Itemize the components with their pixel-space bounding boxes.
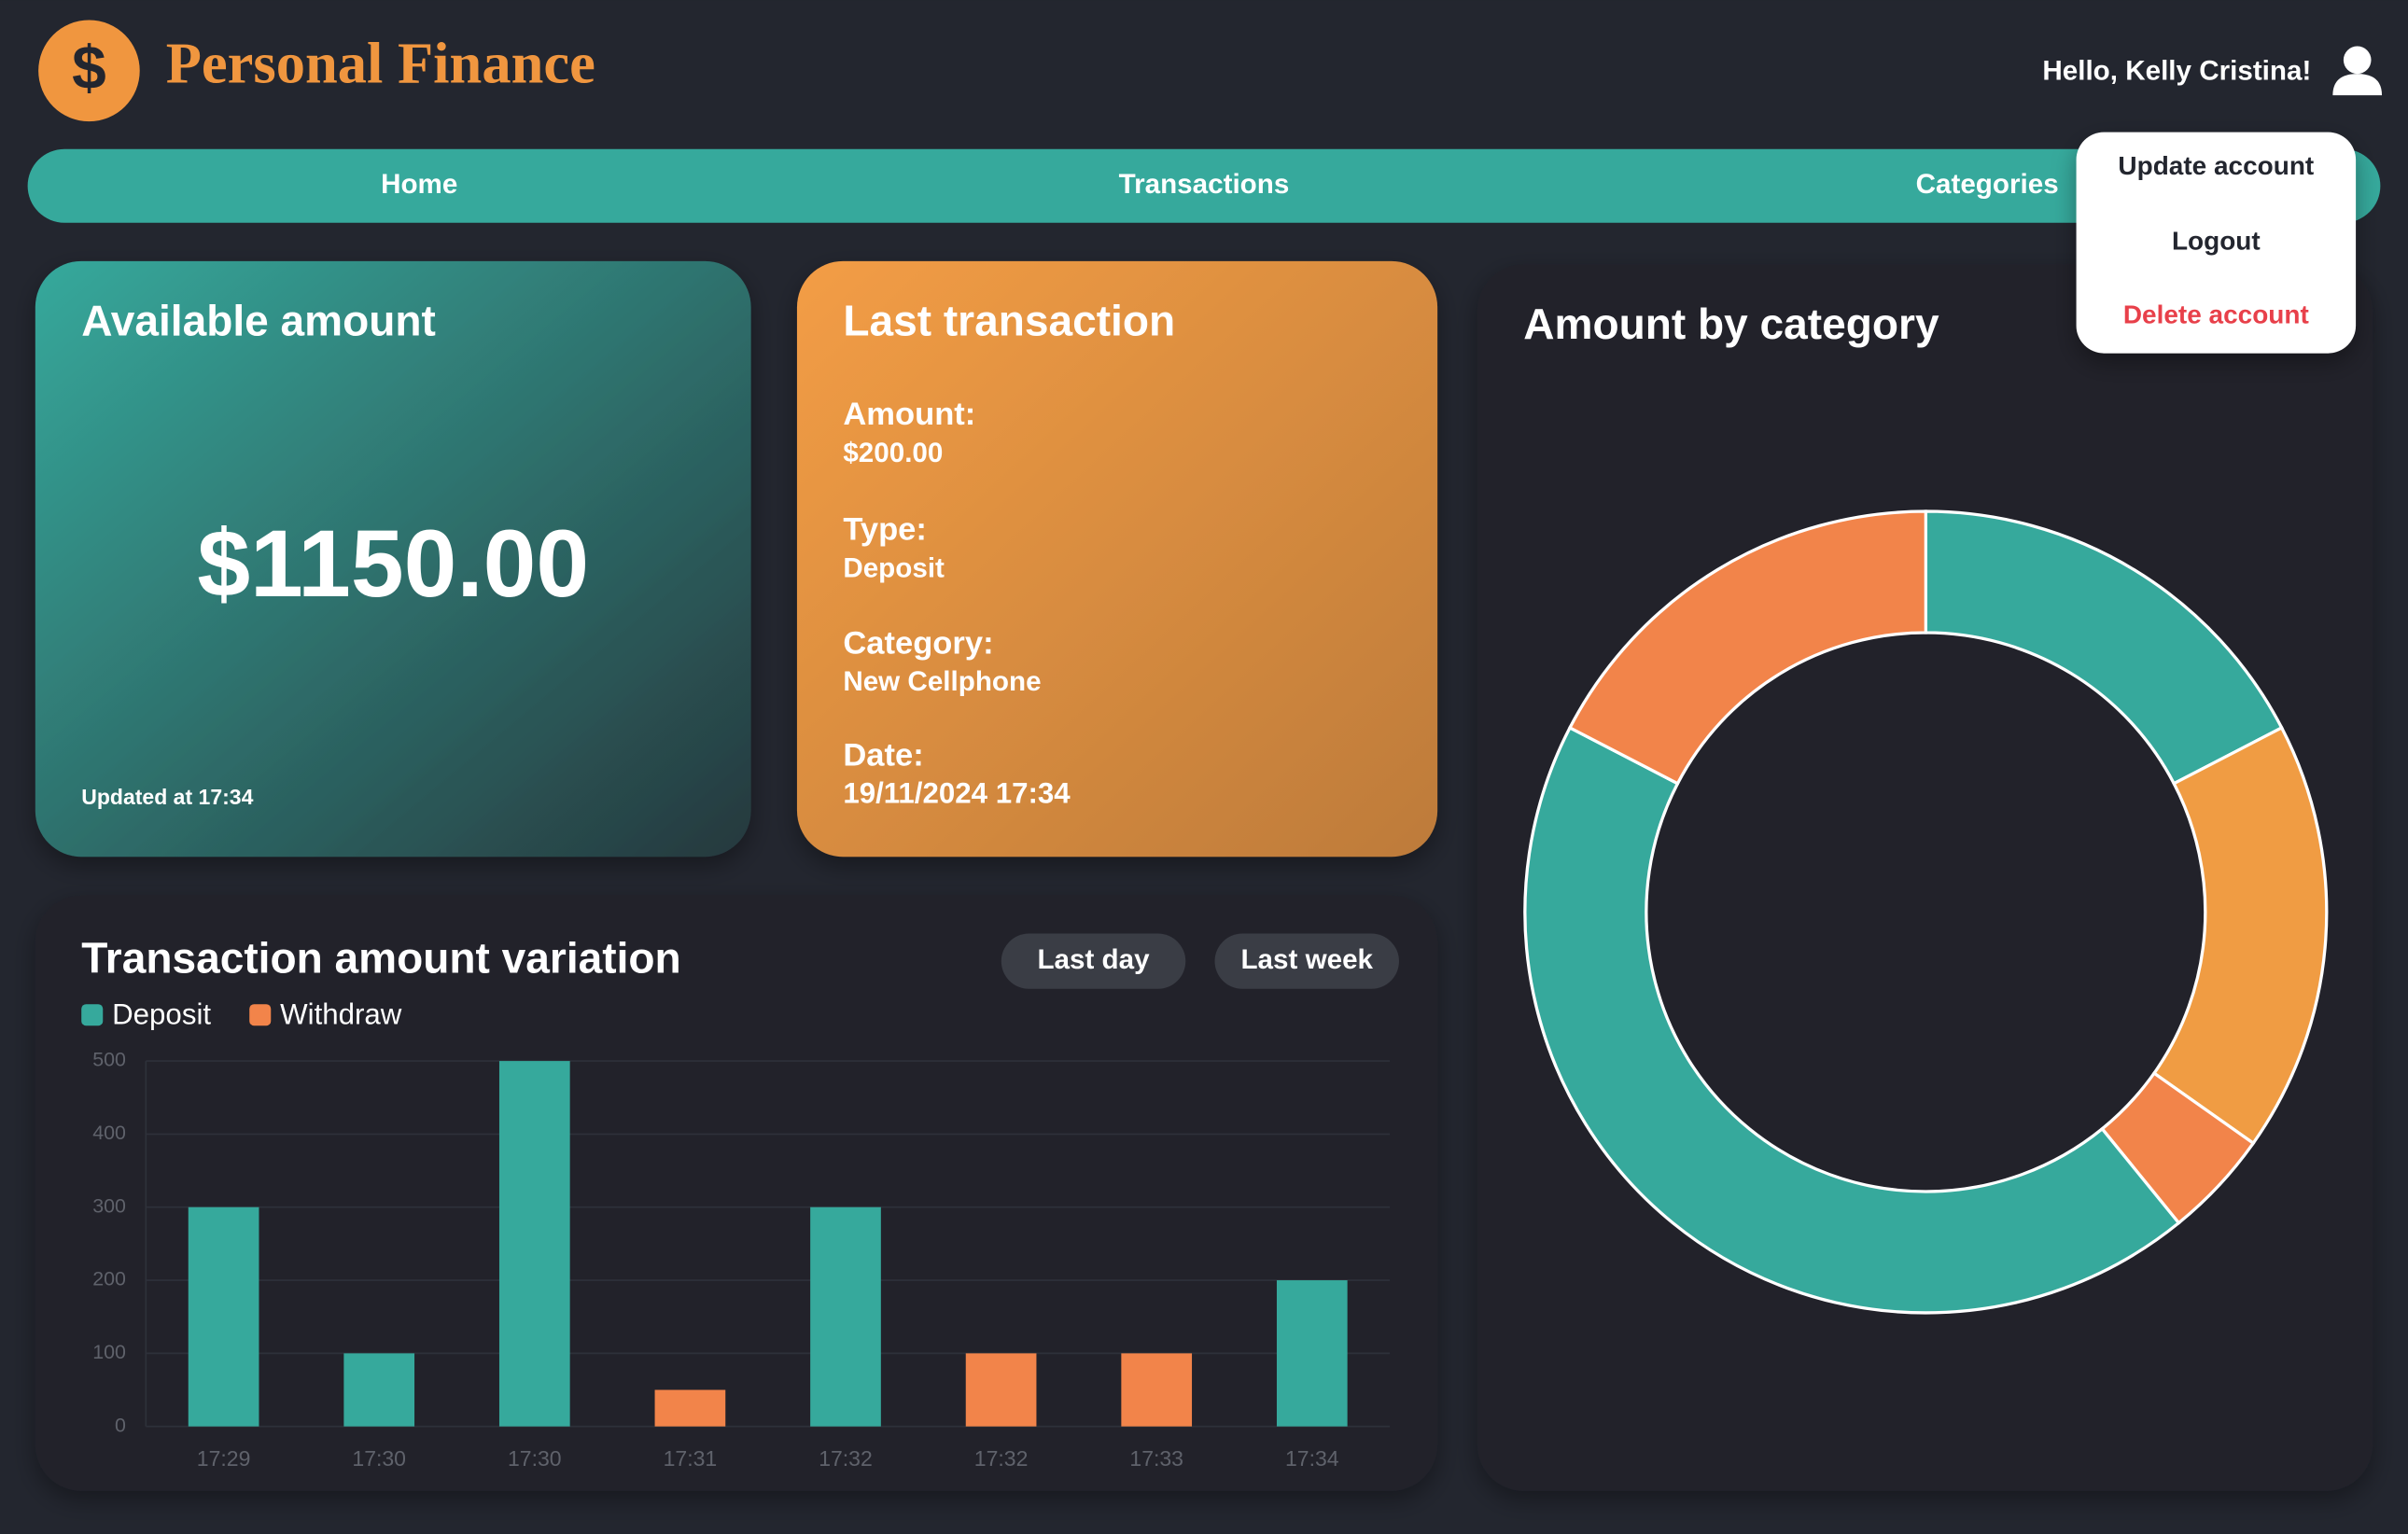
donut-slice — [2151, 725, 2329, 1146]
user-icon[interactable] — [2332, 46, 2383, 96]
nav-item[interactable]: Transactions — [1119, 169, 1290, 200]
logo-glyph: $ — [72, 33, 106, 102]
card-title: Last transaction — [843, 296, 1175, 344]
field-label: Date: — [843, 737, 923, 773]
x-tick-label: 17:29 — [197, 1446, 251, 1471]
nav-bar — [27, 148, 2381, 223]
field-label: Type: — [843, 512, 927, 548]
field-value: $200.00 — [843, 438, 943, 468]
menu-item[interactable]: Delete account — [2123, 300, 2309, 328]
field-value: 19/11/2024 17:34 — [843, 777, 1071, 810]
field-value: New Cellphone — [843, 666, 1041, 697]
x-tick-label: 17:30 — [508, 1446, 562, 1471]
variation-card — [35, 895, 1438, 1491]
card-title: Transaction amount variation — [81, 933, 680, 982]
legend-label: Withdraw — [280, 998, 402, 1031]
bar — [188, 1206, 259, 1427]
app-title: Personal Finance — [166, 31, 595, 96]
bar — [1276, 1280, 1348, 1427]
x-tick-label: 17:33 — [1129, 1446, 1183, 1471]
donut-slice — [1523, 725, 2181, 1315]
filter-label[interactable]: Last week — [1240, 944, 1373, 975]
x-tick-label: 17:30 — [352, 1446, 406, 1471]
x-tick-label: 17:31 — [664, 1446, 718, 1471]
field-label: Category: — [843, 625, 993, 661]
menu-item[interactable]: Logout — [2172, 226, 2261, 255]
nav-item[interactable]: Home — [381, 169, 457, 200]
legend-swatch — [249, 1004, 272, 1026]
filter-button[interactable] — [1001, 933, 1186, 989]
bar — [343, 1353, 415, 1427]
card-title: Amount by category — [1523, 300, 1939, 348]
filter-button[interactable] — [1214, 933, 1399, 989]
updated-at: Updated at 17:34 — [81, 785, 253, 809]
bar — [1121, 1353, 1193, 1427]
field-value: Deposit — [843, 552, 945, 583]
available-card — [35, 260, 751, 858]
y-tick-label: 100 — [92, 1341, 126, 1363]
filter-label[interactable]: Last day — [1037, 944, 1150, 975]
legend-swatch — [81, 1004, 104, 1026]
x-tick-label: 17:34 — [1285, 1446, 1339, 1471]
donut-slice — [1567, 509, 1927, 786]
bar — [965, 1353, 1037, 1427]
donut-slice — [1924, 509, 2284, 786]
y-tick-label: 400 — [92, 1122, 126, 1144]
y-tick-label: 300 — [92, 1194, 126, 1217]
legend-label: Deposit — [112, 998, 211, 1031]
greeting: Hello, Kelly Cristina! — [2042, 55, 2311, 86]
nav-item[interactable]: Categories — [1916, 169, 2059, 200]
bar — [810, 1206, 881, 1427]
y-tick-label: 500 — [92, 1049, 126, 1071]
last-transaction-card — [796, 260, 1438, 858]
y-tick-label: 200 — [92, 1268, 126, 1290]
bar — [498, 1061, 570, 1427]
bar — [654, 1389, 726, 1427]
card-title: Available amount — [81, 296, 436, 344]
logo — [38, 20, 140, 122]
y-tick-label: 0 — [115, 1414, 126, 1436]
field-label: Amount: — [843, 397, 975, 432]
account-menu — [2076, 132, 2357, 354]
x-tick-label: 17:32 — [819, 1446, 873, 1471]
menu-item[interactable]: Update account — [2118, 151, 2314, 180]
x-tick-label: 17:32 — [974, 1446, 1029, 1471]
available-amount: $1150.00 — [197, 510, 589, 617]
